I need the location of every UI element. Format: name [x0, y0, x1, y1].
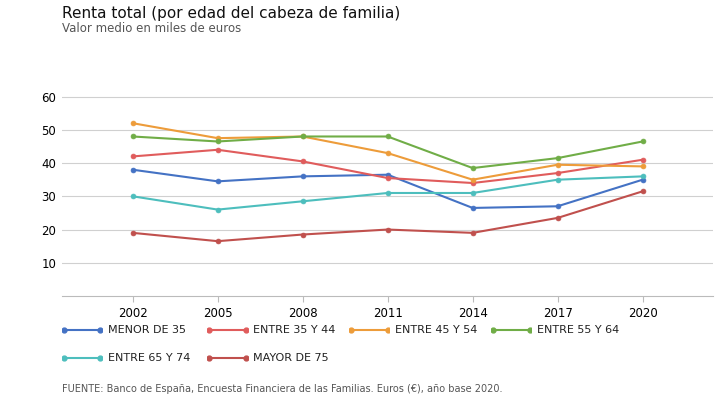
Text: MENOR DE 35: MENOR DE 35 — [108, 325, 186, 335]
Text: FUENTE: Banco de España, Encuesta Financiera de las Familias. Euros (€), año bas: FUENTE: Banco de España, Encuesta Financ… — [62, 384, 502, 394]
Text: MAYOR DE 75: MAYOR DE 75 — [253, 353, 329, 363]
Text: Renta total (por edad del cabeza de familia): Renta total (por edad del cabeza de fami… — [62, 6, 400, 21]
Text: Valor medio en miles de euros: Valor medio en miles de euros — [62, 22, 241, 35]
Text: ENTRE 45 Y 54: ENTRE 45 Y 54 — [395, 325, 478, 335]
Text: ENTRE 35 Y 44: ENTRE 35 Y 44 — [253, 325, 336, 335]
Text: ENTRE 65 Y 74: ENTRE 65 Y 74 — [108, 353, 190, 363]
Text: ENTRE 55 Y 64: ENTRE 55 Y 64 — [537, 325, 620, 335]
